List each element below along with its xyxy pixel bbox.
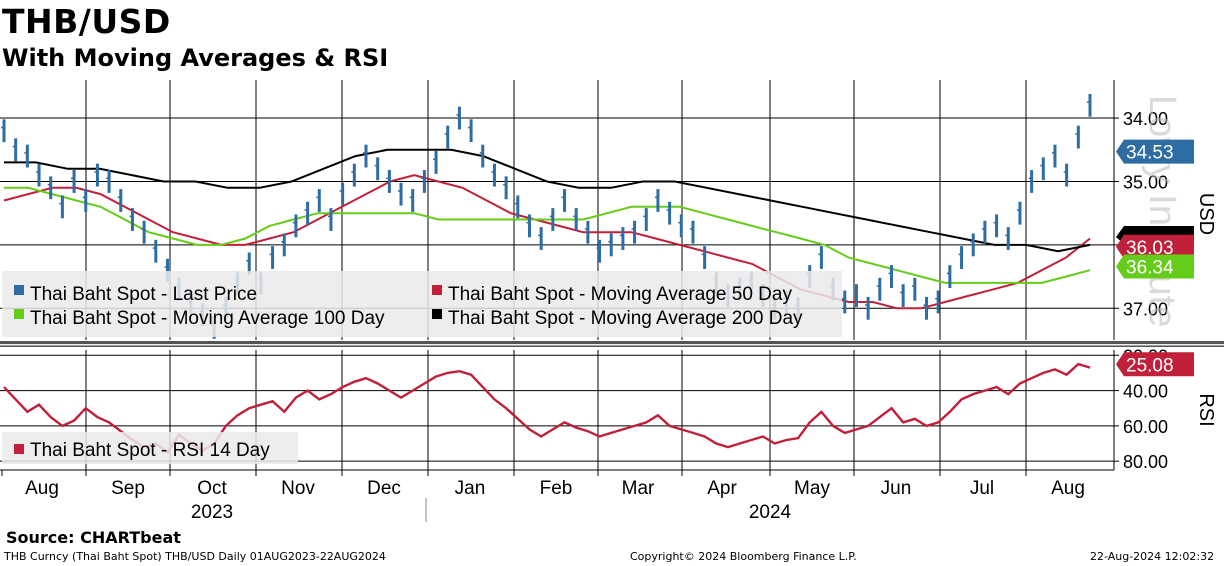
last-value-tag-bg	[1116, 234, 1194, 259]
last-value-tag: 25.08	[1116, 352, 1194, 377]
legend-label: Thai Baht Spot - Moving Average 50 Day	[448, 284, 792, 305]
timestamp: 22-Aug-2024 12:02:32	[1090, 550, 1215, 563]
month-label: Apr	[707, 478, 737, 499]
ma-line	[4, 186, 1091, 284]
month-label: Aug	[1051, 478, 1085, 499]
month-label: Mar	[622, 478, 655, 499]
rsi-tick-label: 40.00	[1123, 382, 1168, 402]
month-label: Sep	[111, 478, 145, 499]
rsi-legend-bg	[2, 432, 298, 464]
month-label: Oct	[197, 478, 227, 499]
last-value-tag-text: 25.08	[1126, 355, 1174, 376]
legend-swatch	[14, 309, 24, 319]
last-value-tag: 36.34	[1116, 254, 1194, 279]
legend-swatch	[432, 285, 442, 295]
axes	[0, 80, 1119, 522]
legend-swatch	[14, 285, 24, 295]
rsi-axis-title: RSI	[1195, 393, 1217, 426]
month-label: Feb	[540, 478, 573, 499]
ticker-info: THB Curncy (Thai Baht Spot) THB/USD Dail…	[4, 550, 386, 563]
legend: Thai Baht Spot - Last Price Thai Baht Spo…	[2, 271, 842, 464]
chart-title: THB/USD	[2, 2, 171, 41]
price-tick-label: 37.00	[1123, 299, 1168, 319]
month-label: Dec	[367, 478, 401, 499]
last-value-tag-bg	[1116, 254, 1194, 279]
last-value-tag-text: 34.53	[1126, 143, 1174, 164]
copyright: Copyright© 2024 Bloomberg Finance L.P.	[630, 550, 857, 563]
month-label: Jan	[455, 478, 486, 499]
month-label: Nov	[281, 478, 315, 499]
price-legend-bg	[2, 271, 842, 337]
source-note: Source: CHARTbeat	[6, 528, 181, 547]
year-label: 2024	[749, 502, 792, 523]
price-axis-title: USD	[1195, 193, 1217, 235]
legend-label: Thai Baht Spot - Moving Average 100 Day	[30, 308, 385, 329]
legend-label: Thai Baht Spot - Last Price	[30, 284, 257, 305]
last-value-tag-bg	[1116, 139, 1194, 164]
ma-line	[3, 174, 1091, 310]
last-value-tag-bg	[1116, 352, 1194, 377]
last-value-tag-text: 36.03	[1126, 238, 1174, 259]
price-tick-label: 34.00	[1123, 109, 1168, 129]
rsi-tick-label: 60.00	[1123, 417, 1168, 437]
watermark: Lowy Institute	[1141, 95, 1183, 327]
moving-average-lines	[3, 148, 1091, 310]
month-label: Aug	[25, 478, 59, 499]
month-label: May	[794, 478, 830, 499]
legend-swatch	[432, 309, 442, 319]
rsi-tick-label: 80.00	[1123, 452, 1168, 472]
legend-swatch	[14, 444, 24, 454]
month-label: Jul	[970, 478, 994, 499]
legend-label: Thai Baht Spot - Moving Average 200 Day	[448, 308, 803, 329]
ma-line	[4, 148, 1091, 253]
year-label: 2023	[191, 502, 233, 523]
price-tick-label: 35.00	[1123, 172, 1168, 192]
axis-labels: 34.0035.0036.0037.0020.0040.0060.0080.00…	[25, 95, 1217, 523]
last-value-tag-text: 36.34	[1126, 257, 1174, 278]
last-value-tag: 36.03	[1116, 234, 1194, 259]
chart-subtitle: With Moving Averages & RSI	[2, 44, 389, 72]
last-value-tag: 34.53	[1116, 139, 1194, 164]
legend-label: Thai Baht Spot - RSI 14 Day	[30, 440, 270, 461]
panel-divider-highlight	[0, 344, 1224, 346]
month-label: Jun	[881, 478, 912, 499]
